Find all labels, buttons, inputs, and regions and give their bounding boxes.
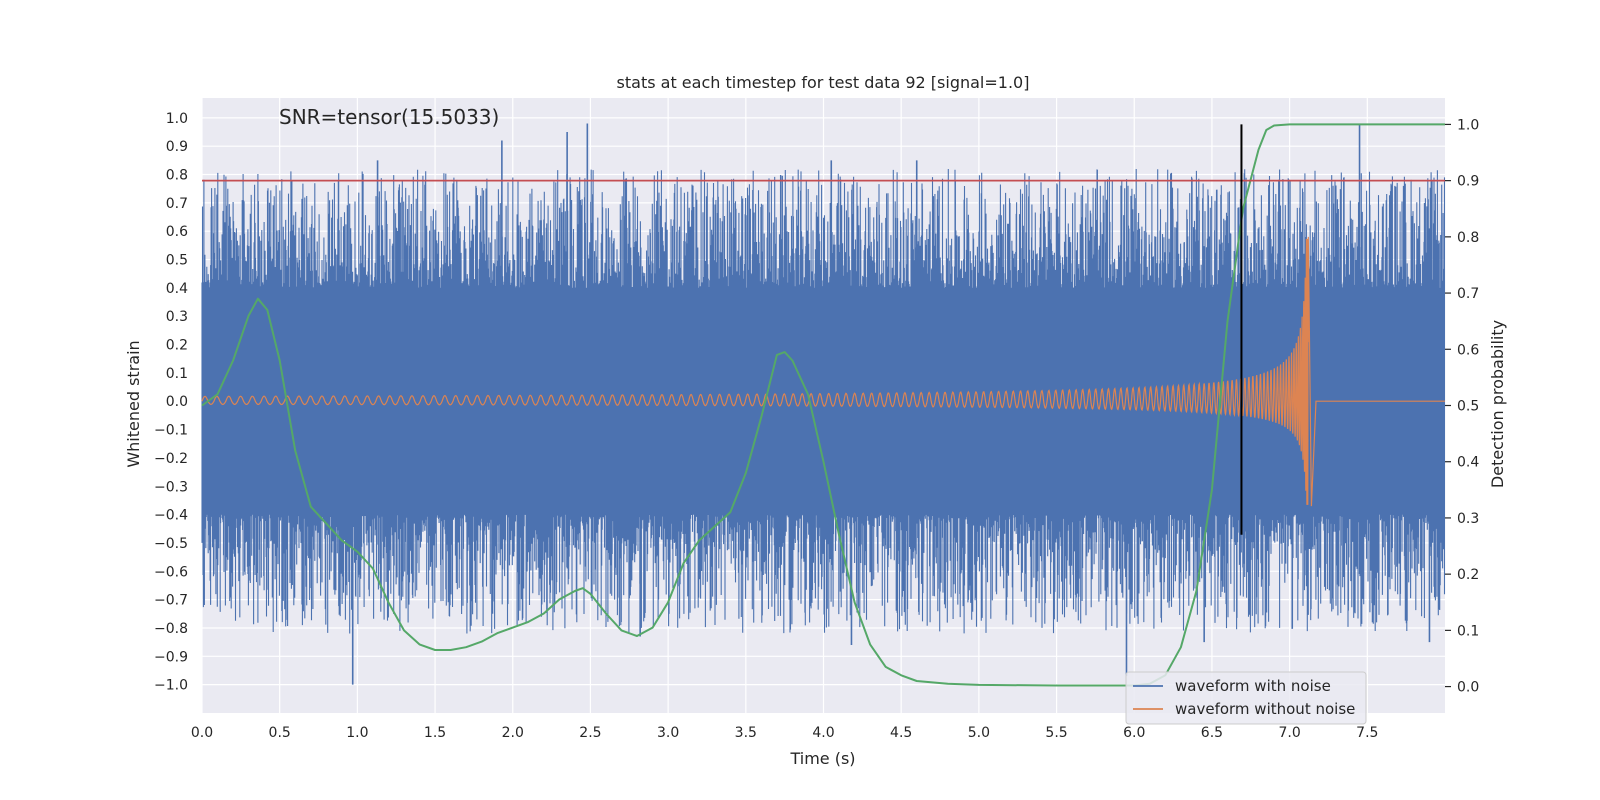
- x-tick-label: 1.0: [346, 725, 368, 741]
- y-right-tick-label: 0.1: [1457, 623, 1479, 639]
- x-tick-label: 7.0: [1278, 725, 1300, 741]
- legend: waveform with noise waveform without noi…: [1125, 671, 1367, 725]
- y-right-tick-label: 0.0: [1457, 680, 1479, 696]
- x-tick-label: 5.5: [1045, 725, 1067, 741]
- y-left-tick-label: 0.8: [166, 168, 188, 184]
- x-tick-label: 0.0: [191, 725, 213, 741]
- x-tick-label: 3.5: [735, 725, 757, 741]
- y-left-tick-label: 0.7: [166, 196, 188, 212]
- x-tick-label: 6.0: [1123, 725, 1145, 741]
- legend-label-clean: waveform without noise: [1175, 700, 1355, 718]
- x-tick-label: 7.5: [1356, 725, 1378, 741]
- y-right-tick-label: 1.0: [1457, 117, 1479, 133]
- y-right-tick-label: 0.8: [1457, 230, 1479, 246]
- y-left-tick-label: −0.9: [154, 649, 188, 665]
- x-tick-label: 4.0: [812, 725, 834, 741]
- y-left-tick-label: 0.3: [166, 309, 188, 325]
- clean-waveform-line: [201, 236, 1445, 507]
- y-right-tick-label: 0.4: [1457, 455, 1479, 471]
- y-right-tick-label: 0.7: [1457, 286, 1479, 302]
- y-left-axis-ticks: 1.0 0.9 0.8 0.7 0.6 0.5 0.4 0.3 0.2 0.1 0.0 −0.1 −0.…: [154, 111, 188, 694]
- y-right-tick-label: 0.3: [1457, 511, 1479, 527]
- clean-series: [201, 236, 1445, 507]
- y-left-tick-label: −0.1: [154, 423, 188, 439]
- y-right-axis-label: Detection probability: [1488, 320, 1507, 488]
- y-right-tick-label: 0.6: [1457, 342, 1479, 358]
- y-right-tick-label: 0.2: [1457, 567, 1479, 583]
- y-left-tick-label: 0.9: [166, 139, 188, 155]
- y-left-tick-label: 0.5: [166, 253, 188, 269]
- y-left-tick-label: 1.0: [166, 111, 188, 127]
- y-left-tick-label: −0.2: [154, 451, 188, 467]
- x-tick-label: 6.5: [1201, 725, 1223, 741]
- legend-label-noise: waveform with noise: [1175, 677, 1331, 695]
- y-left-tick-label: −0.5: [154, 536, 188, 552]
- y-left-tick-label: 0.4: [166, 281, 188, 297]
- x-tick-label: 4.5: [890, 725, 912, 741]
- x-tick-label: 1.5: [424, 725, 446, 741]
- x-axis-ticks: 0.0 0.5 1.0 1.5 2.0 2.5 3.0 3.5 4.0 4.5 5.0 5.5 6.0 6…: [191, 725, 1379, 741]
- y-left-tick-label: 0.2: [166, 338, 188, 354]
- x-tick-label: 0.5: [269, 725, 291, 741]
- y-left-tick-label: −0.6: [154, 564, 188, 580]
- y-left-tick-label: −0.4: [154, 508, 188, 524]
- chart-title: stats at each timestep for test data 92 …: [617, 73, 1030, 92]
- x-tick-label: 3.0: [657, 725, 679, 741]
- y-left-tick-label: 0.0: [166, 394, 188, 410]
- x-tick-label: 2.0: [502, 725, 524, 741]
- y-right-tick-label: 0.5: [1457, 399, 1479, 415]
- y-left-tick-label: −0.3: [154, 479, 188, 495]
- y-left-tick-label: −0.7: [154, 593, 188, 609]
- snr-annotation: SNR=tensor(15.5033): [279, 105, 499, 129]
- x-tick-label: 5.0: [968, 725, 990, 741]
- y-right-tick-label: 0.9: [1457, 174, 1479, 190]
- y-left-tick-label: −0.8: [154, 621, 188, 637]
- x-tick-label: 2.5: [579, 725, 601, 741]
- y-left-tick-label: 0.6: [166, 224, 188, 240]
- x-axis-label: Time (s): [789, 749, 855, 768]
- legend-box: [1125, 671, 1367, 725]
- y-right-axis-ticks: 1.0 0.9 0.8 0.7 0.6 0.5 0.4 0.3 0.2 0.1 0.0: [1445, 117, 1479, 696]
- y-left-tick-label: 0.1: [166, 366, 188, 382]
- y-left-axis-label: Whitened strain: [124, 340, 143, 467]
- y-left-tick-label: −1.0: [154, 678, 188, 694]
